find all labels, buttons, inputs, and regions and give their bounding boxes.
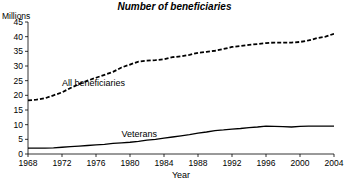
- x-tick-label: 1984: [155, 158, 174, 168]
- y-tick-label: 10: [14, 120, 24, 130]
- y-tick: [25, 110, 28, 111]
- y-tick: [25, 124, 28, 125]
- x-axis: [28, 154, 334, 155]
- x-tick: [164, 154, 165, 157]
- x-label: Year: [172, 170, 190, 180]
- y-tick: [25, 36, 28, 37]
- series-line: [28, 34, 334, 101]
- x-tick: [266, 154, 267, 157]
- title: Number of beneficiaries: [118, 1, 232, 12]
- x-tick-label: 1968: [19, 158, 38, 168]
- series-label: Veterans: [122, 129, 158, 139]
- x-tick-label: 1980: [121, 158, 140, 168]
- y-tick: [25, 66, 28, 67]
- series-label: All beneficiaries: [62, 78, 126, 88]
- x-tick: [198, 154, 199, 157]
- y-tick-label: 15: [14, 105, 24, 115]
- x-tick: [334, 154, 335, 157]
- y-tick-label: 30: [14, 61, 24, 71]
- y-tick-label: 20: [14, 90, 24, 100]
- y-tick: [25, 139, 28, 140]
- x-tick-label: 1988: [189, 158, 208, 168]
- y-tick-label: 5: [18, 134, 23, 144]
- y-tick: [25, 22, 28, 23]
- x-tick: [300, 154, 301, 157]
- x-tick: [96, 154, 97, 157]
- y-tick: [25, 51, 28, 52]
- y-tick: [25, 95, 28, 96]
- x-tick-label: 1972: [53, 158, 72, 168]
- y-tick-label: 45: [14, 17, 24, 27]
- x-tick-label: 1996: [257, 158, 276, 168]
- x-tick: [130, 154, 131, 157]
- x-tick-label: 1976: [87, 158, 106, 168]
- y-tick-label: 25: [14, 76, 24, 86]
- plot-area: [28, 34, 334, 148]
- y-tick: [25, 80, 28, 81]
- y-axis: [28, 22, 29, 154]
- x-tick: [28, 154, 29, 157]
- series-line: [28, 126, 334, 148]
- y-tick-label: 35: [14, 46, 24, 56]
- x-tick-label: 2004: [325, 158, 344, 168]
- x-tick-label: 2000: [291, 158, 310, 168]
- x-tick-label: 1992: [223, 158, 242, 168]
- y-tick-label: 40: [14, 32, 24, 42]
- x-tick: [232, 154, 233, 157]
- chart: Number of beneficiariesMillionsYear05101…: [0, 0, 349, 181]
- y-tick: [25, 154, 28, 155]
- x-tick: [62, 154, 63, 157]
